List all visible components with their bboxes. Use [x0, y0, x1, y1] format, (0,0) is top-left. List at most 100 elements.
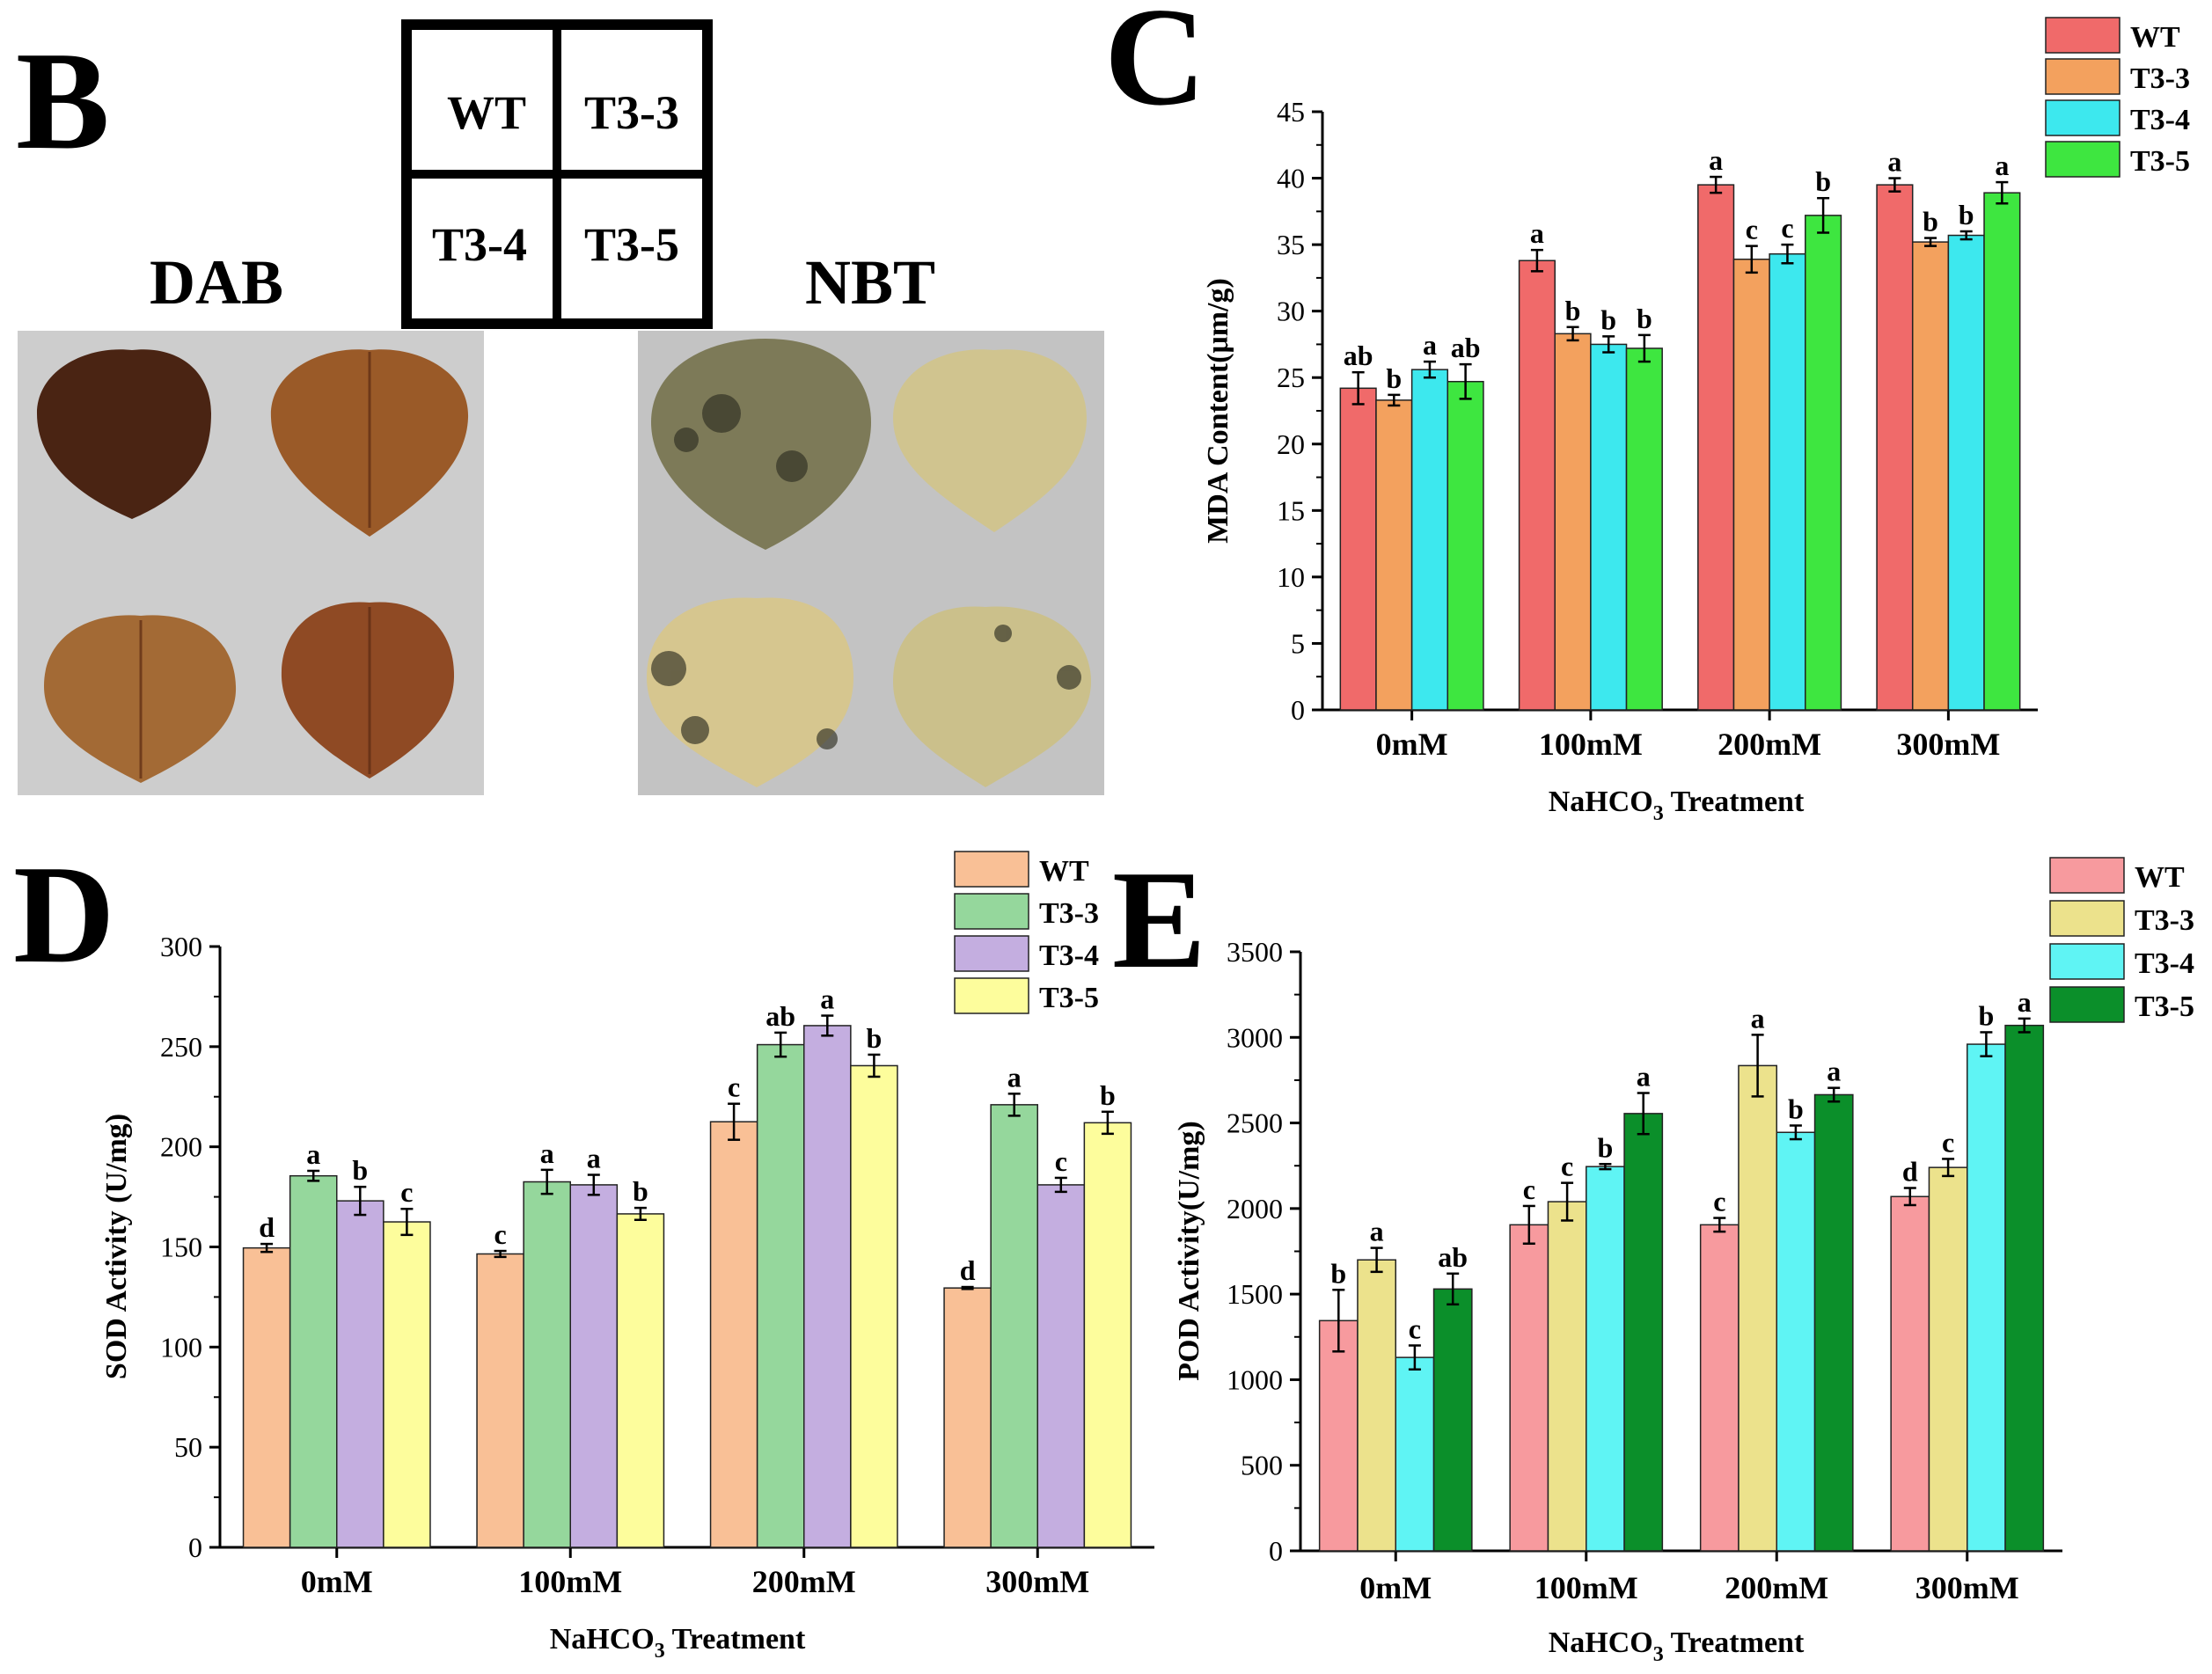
- legend-label-t3-3: T3-3: [1039, 897, 1099, 930]
- y-tick-label: 250: [160, 1031, 202, 1063]
- significance-letter: a: [1530, 217, 1544, 249]
- bar-t3-3-100mm: [1547, 1201, 1587, 1552]
- x-category-label: 100mM: [518, 1564, 622, 1599]
- x-category-label: 200mM: [1718, 727, 1821, 762]
- significance-letter: b: [1637, 303, 1652, 334]
- significance-letter: c: [1523, 1173, 1535, 1205]
- bar-t3-4-0mm: [1395, 1356, 1435, 1552]
- significance-letter: b: [1923, 206, 1938, 238]
- bar-wt-200mm: [1699, 1224, 1740, 1552]
- y-tick-label: 200: [160, 1131, 202, 1163]
- bar-wt-0mm: [1318, 1319, 1359, 1552]
- y-tick-label: 1500: [1227, 1278, 1283, 1310]
- bar-t3-4-0mm: [1410, 369, 1449, 711]
- y-tick-label: 15: [1277, 494, 1305, 526]
- bar-t3-4-100mm: [569, 1184, 619, 1548]
- y-tick-label: 20: [1277, 428, 1305, 460]
- panel-e-letter: E: [1112, 841, 1206, 998]
- bar-t3-3-100mm: [1554, 333, 1592, 711]
- y-tick-label: 500: [1241, 1450, 1283, 1481]
- y-tick-label: 40: [1277, 163, 1305, 194]
- bar-t3-3-0mm: [289, 1174, 338, 1548]
- significance-letter: c: [1561, 1151, 1573, 1182]
- significance-letter: b: [1330, 1257, 1346, 1289]
- y-tick-label: 300: [160, 931, 202, 962]
- y-axis-title: SOD Activity (U/mg): [100, 1114, 133, 1379]
- bar-t3-5-200mm: [1813, 1093, 1854, 1552]
- x-axis-title: NaHCO3 Treatment: [1549, 1626, 1805, 1666]
- significance-letter: b: [633, 1175, 648, 1207]
- dab-stain-photo: [18, 331, 484, 795]
- y-axis-title: MDA Content(μm/g): [1202, 278, 1234, 544]
- significance-letter: b: [352, 1154, 368, 1186]
- legend-swatch-t3-4: [954, 935, 1029, 972]
- pod-chart: E05001000150020002500300035000mMbacab100…: [1112, 841, 2194, 1666]
- y-tick-label: 30: [1277, 296, 1305, 327]
- legend-swatch-wt: [2049, 857, 2125, 894]
- x-category-label: 200mM: [1725, 1570, 1828, 1605]
- bar-t3-5-200mm: [850, 1064, 898, 1548]
- bar-t3-3-200mm: [756, 1043, 805, 1548]
- x-category-label: 0mM: [1359, 1570, 1432, 1605]
- layout-label-wt: WT: [447, 86, 526, 139]
- legend-swatch-t3-3: [2049, 900, 2125, 937]
- bar-wt-300mm: [1876, 184, 1914, 711]
- significance-letter: c: [1713, 1186, 1725, 1217]
- significance-letter: a: [2018, 986, 2032, 1018]
- legend-swatch-t3-4: [2049, 943, 2125, 980]
- bar-t3-4-300mm: [1967, 1043, 2006, 1552]
- legend-label-wt: WT: [2130, 21, 2180, 54]
- bar-wt-100mm: [1518, 260, 1556, 711]
- bar-t3-3-300mm: [1911, 241, 1950, 711]
- bar-t3-5-0mm: [1447, 381, 1484, 711]
- significance-letter: b: [1600, 303, 1616, 335]
- legend-label-t3-5: T3-5: [2135, 991, 2194, 1023]
- significance-letter: a: [1709, 144, 1723, 176]
- y-tick-label: 0: [188, 1531, 202, 1563]
- legend-swatch-t3-3: [2045, 58, 2120, 95]
- bar-t3-4-200mm: [1776, 1131, 1816, 1552]
- legend-swatch-t3-5: [2045, 141, 2120, 178]
- x-category-label: 300mM: [1896, 727, 2000, 762]
- significance-letter: a: [820, 983, 834, 1015]
- bar-t3-4-200mm: [803, 1025, 852, 1548]
- significance-letter: b: [1815, 165, 1831, 197]
- significance-letter: ab: [1438, 1241, 1468, 1273]
- legend-swatch-t3-3: [954, 893, 1029, 930]
- legend-swatch-wt: [2045, 17, 2120, 54]
- bar-wt-0mm: [1339, 387, 1377, 711]
- bar-t3-4-300mm: [1947, 234, 1985, 711]
- significance-letter: b: [1959, 199, 1974, 230]
- significance-letter: a: [1751, 1002, 1765, 1034]
- bar-t3-3-100mm: [523, 1181, 572, 1548]
- bar-t3-4-0mm: [336, 1200, 385, 1548]
- significance-letter: a: [540, 1137, 554, 1169]
- bar-wt-200mm: [709, 1121, 758, 1548]
- nbt-leaf-t3-3: [893, 349, 1087, 532]
- significance-letter: a: [587, 1143, 601, 1174]
- legend-swatch-wt: [954, 851, 1029, 888]
- significance-letter: ab: [1451, 332, 1481, 363]
- significance-letter: c: [1409, 1313, 1421, 1345]
- y-tick-label: 5: [1291, 627, 1305, 659]
- bar-t3-4-100mm: [1590, 343, 1628, 711]
- legend-label-t3-4: T3-4: [1039, 939, 1099, 972]
- bar-t3-5-300mm: [2004, 1024, 2045, 1552]
- layout-label-t3-3: T3-3: [584, 86, 679, 139]
- significance-letter: c: [400, 1176, 413, 1208]
- legend-label-wt: WT: [1039, 855, 1089, 888]
- significance-letter: a: [1423, 329, 1437, 361]
- dab-leaf-wt: [37, 349, 211, 519]
- significance-letter: a: [1887, 146, 1901, 178]
- significance-letter: b: [1598, 1131, 1614, 1163]
- bar-t3-3-300mm: [1928, 1166, 1968, 1552]
- bar-t3-4-300mm: [1036, 1184, 1086, 1548]
- legend-label-t3-3: T3-3: [2130, 62, 2190, 95]
- x-axis-title: NaHCO3 Treatment: [550, 1623, 806, 1663]
- bar-t3-3-200mm: [1738, 1064, 1777, 1552]
- bar-t3-5-100mm: [1625, 347, 1663, 711]
- legend-label-t3-5: T3-5: [2130, 145, 2190, 178]
- bar-wt-0mm: [242, 1246, 291, 1548]
- nbt-leaf-t3-5: [893, 606, 1091, 787]
